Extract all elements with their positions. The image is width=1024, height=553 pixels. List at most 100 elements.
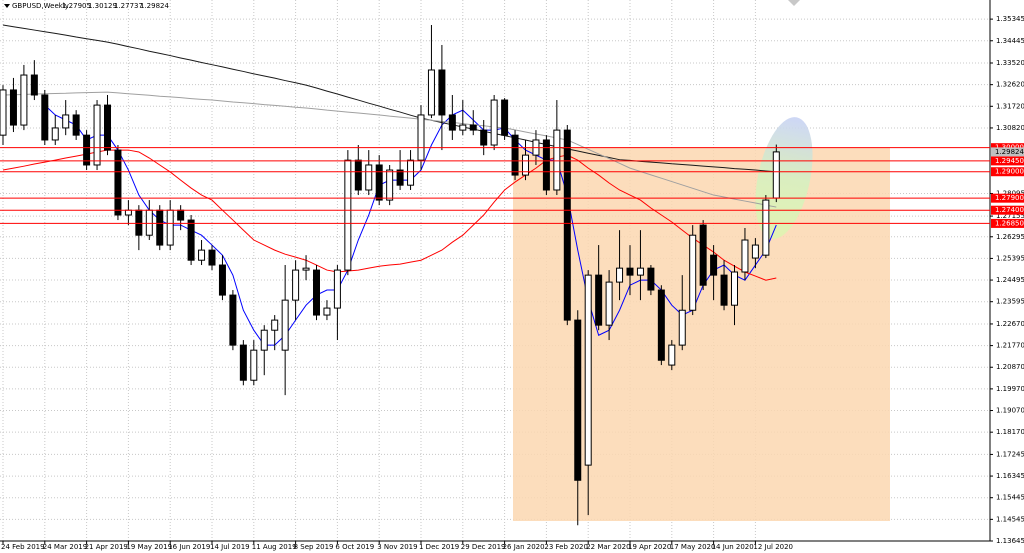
candle-body xyxy=(51,127,59,141)
candle-body xyxy=(417,114,425,161)
candle-body xyxy=(605,281,613,326)
candle-body xyxy=(0,89,7,136)
candle-body xyxy=(657,289,665,361)
candle-body xyxy=(699,224,707,286)
candle-body xyxy=(574,319,582,481)
x-tick-label: 17 May 2020 xyxy=(670,543,716,551)
candle-body xyxy=(156,209,164,246)
candle-body xyxy=(678,309,686,346)
level-label-box xyxy=(991,193,1024,203)
candle-body xyxy=(72,114,80,136)
candle-body xyxy=(177,209,185,221)
candle-body xyxy=(501,99,509,136)
x-tick-label: 23 Feb 2020 xyxy=(544,543,588,551)
candle-body xyxy=(668,344,676,366)
y-tick-label: 1.14545 xyxy=(996,515,1024,523)
candle-body xyxy=(83,134,91,166)
indicator-line xyxy=(2,24,777,173)
candle-body xyxy=(250,349,258,381)
candle-body xyxy=(104,104,111,151)
candle-body xyxy=(281,299,289,351)
candle-body xyxy=(469,124,477,131)
x-tick-label: 26 Jan 2020 xyxy=(503,543,545,551)
y-tick-label: 1.34445 xyxy=(996,37,1024,45)
chart-title: GBPUSD,Weekly xyxy=(12,2,69,10)
candle-body xyxy=(553,129,561,191)
candle-body xyxy=(344,159,352,271)
x-tick-label: 14 Jun 2020 xyxy=(712,543,754,551)
x-tick-label: 29 Dec 2019 xyxy=(461,543,506,551)
candle-body xyxy=(720,274,728,306)
candle-body xyxy=(427,69,435,116)
candle-body xyxy=(62,114,70,129)
level-label: 1.27900 xyxy=(995,194,1024,202)
x-tick-label: 8 Sep 2019 xyxy=(294,543,334,551)
y-tick-label: 1.26295 xyxy=(996,233,1024,241)
candle-body xyxy=(9,89,17,126)
candle-body xyxy=(93,104,101,166)
x-tick-label: 14 Jul 2019 xyxy=(210,543,250,551)
candle-body xyxy=(292,269,300,301)
level-label-box xyxy=(991,205,1024,215)
x-tick-label: 6 Oct 2019 xyxy=(335,543,374,551)
indicator-line xyxy=(2,91,777,208)
y-tick-label: 1.33520 xyxy=(996,59,1024,67)
y-tick-label: 1.24495 xyxy=(996,276,1024,284)
candle-body xyxy=(595,274,603,326)
level-label: 1.27400 xyxy=(995,206,1024,214)
candle-body xyxy=(375,164,383,201)
candle-body xyxy=(751,244,759,259)
x-tick-label: 22 Mar 2020 xyxy=(586,543,630,551)
candle-body xyxy=(741,239,749,273)
candle-body xyxy=(229,294,237,346)
candle-body xyxy=(354,159,362,191)
price-label: 1.29824 xyxy=(995,148,1024,156)
candle-body xyxy=(41,94,49,141)
title-icon xyxy=(4,4,10,8)
candle-body xyxy=(522,154,529,176)
candle-body xyxy=(563,129,571,321)
level-label-box xyxy=(991,167,1024,177)
candle-body xyxy=(396,169,404,186)
candle-body xyxy=(636,267,644,276)
candle-body xyxy=(135,209,143,236)
candle-body xyxy=(114,149,122,216)
x-tick-label: 1 Dec 2019 xyxy=(419,543,459,551)
y-tick-label: 1.25395 xyxy=(996,254,1024,262)
y-tick-label: 1.18170 xyxy=(996,428,1024,436)
y-tick-label: 1.20870 xyxy=(996,363,1024,371)
candle-body xyxy=(187,219,195,261)
candle-body xyxy=(490,99,498,146)
candle-body xyxy=(365,164,373,191)
candle-body xyxy=(166,209,174,246)
y-tick-label: 1.19070 xyxy=(996,407,1024,415)
candle-body xyxy=(511,134,519,176)
candle-body xyxy=(313,269,320,316)
candle-body xyxy=(208,249,216,266)
y-tick-label: 1.35345 xyxy=(996,15,1024,23)
x-tick-label: 19 May 2019 xyxy=(126,543,172,551)
candle-body xyxy=(689,234,697,311)
x-tick-label: 3 Nov 2019 xyxy=(377,543,417,551)
x-tick-label: 19 Apr 2020 xyxy=(628,543,671,551)
candle-body xyxy=(647,267,655,291)
candle-body xyxy=(772,151,780,199)
candle-body xyxy=(459,124,467,131)
y-tick-label: 1.31720 xyxy=(996,102,1024,110)
x-tick-label: 24 Mar 2019 xyxy=(43,543,87,551)
ohlc-close: 1.29824 xyxy=(140,2,169,10)
candle-body xyxy=(302,267,310,271)
y-tick-label: 1.13645 xyxy=(996,537,1024,545)
candle-body xyxy=(480,129,488,146)
candle-body xyxy=(438,69,446,116)
candle-body xyxy=(333,269,341,309)
candle-body xyxy=(271,319,279,331)
candle-body xyxy=(20,74,28,126)
candle-body xyxy=(407,159,415,186)
candle-body xyxy=(260,329,268,351)
level-label: 1.29450 xyxy=(995,157,1024,165)
y-tick-label: 1.16345 xyxy=(996,472,1024,480)
candle-body xyxy=(239,344,247,381)
candle-body xyxy=(584,274,592,466)
